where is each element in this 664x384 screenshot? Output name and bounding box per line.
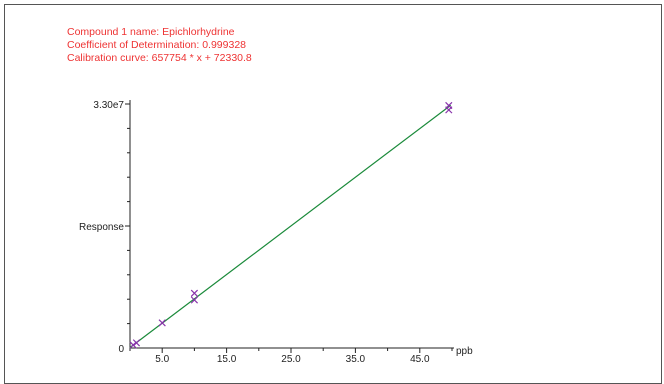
x-tick-label: 25.0 (281, 354, 301, 365)
data-point-stroke (445, 106, 453, 114)
x-tick-label: 45.0 (410, 354, 430, 365)
compound-name-text: Compound 1 name: Epichlorhydrine (67, 26, 235, 38)
x-axis-label: ppb (456, 346, 473, 357)
data-point (445, 106, 453, 114)
data-point-stroke (132, 339, 141, 347)
data-points (129, 101, 453, 349)
data-point (132, 339, 141, 347)
data-point-stroke (129, 341, 137, 349)
x-tick-label: 5.0 (155, 354, 169, 365)
data-point (190, 289, 199, 297)
calibration-curve-text: Calibration curve: 657754 * x + 72330.8 (67, 52, 252, 64)
y-axis-label: Response (79, 222, 124, 233)
axes: 0 3.30e7 Response 5.0 15.0 25.0 35.0 45.0 ppb (79, 100, 473, 365)
coefficient-text: Coefficient of Determination: 0.999328 (67, 39, 247, 51)
x-tick-label: 15.0 (217, 354, 237, 365)
x-tick-label: 35.0 (346, 354, 366, 365)
data-point (190, 296, 199, 304)
fit-line-group (129, 104, 452, 348)
data-point-stroke (158, 319, 166, 327)
fit-line (129, 104, 452, 348)
data-point (158, 319, 166, 327)
calibration-chart: 0 3.30e7 Response 5.0 15.0 25.0 35.0 45.0 ppb (79, 100, 473, 365)
y-tick-label: 0 (118, 344, 124, 355)
data-point-stroke (190, 296, 199, 304)
y-tick-label: 3.30e7 (93, 100, 124, 111)
data-point (129, 341, 137, 349)
data-point-stroke (190, 289, 199, 297)
